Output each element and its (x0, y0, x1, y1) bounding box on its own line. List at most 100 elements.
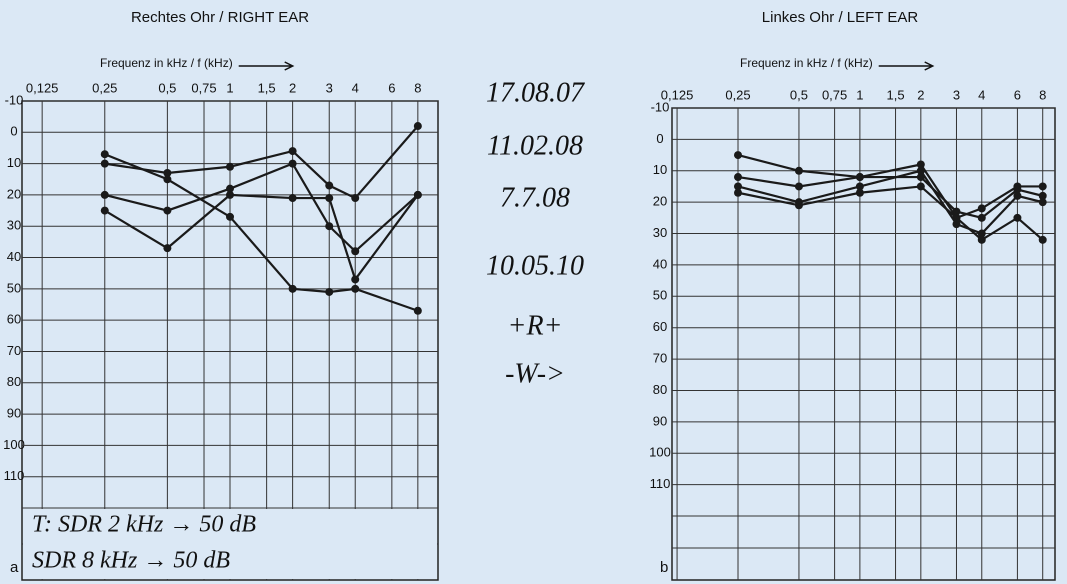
data-point (288, 159, 297, 168)
data-point (1013, 191, 1022, 200)
data-point (1038, 198, 1047, 207)
x-tick-label: 6 (388, 80, 395, 95)
data-point (163, 206, 172, 215)
data-point (163, 175, 172, 184)
y-tick-label: 20 (653, 194, 667, 209)
data-point (325, 181, 334, 190)
data-point (163, 244, 172, 253)
data-point (226, 162, 234, 171)
data-point (288, 147, 297, 156)
handwritten-date: +R+ (508, 310, 563, 341)
data-point (952, 220, 961, 229)
y-tick-label: -10 (5, 92, 24, 107)
data-point (1038, 182, 1047, 191)
y-tick-label: 40 (7, 249, 21, 264)
x-tick-label: 0,5 (158, 80, 176, 95)
chart-title: Linkes Ohr / LEFT EAR (762, 9, 919, 26)
data-point (351, 284, 360, 293)
y-tick-label: 110 (650, 476, 671, 491)
data-point (916, 160, 925, 169)
data-point (325, 287, 334, 296)
x-tick-label: 0,125 (661, 87, 694, 102)
series-line (737, 185, 1044, 242)
handwritten-note: T: SDR 2 kHz → 50 dB (32, 512, 256, 538)
panel-label: a (10, 559, 19, 576)
y-tick-label: -10 (651, 99, 670, 114)
data-point (351, 194, 360, 203)
handwritten-date: 7.7.08 (500, 182, 570, 213)
data-point (226, 184, 234, 193)
data-point (977, 235, 986, 244)
series-line (737, 154, 1043, 220)
y-tick-label: 10 (653, 162, 667, 177)
data-point (325, 194, 334, 203)
y-tick-label: 0 (10, 124, 17, 139)
x-tick-label: 0,75 (191, 80, 216, 95)
handwritten-date: 11.02.08 (487, 130, 583, 161)
series-line (737, 175, 1043, 220)
data-point (100, 190, 109, 199)
y-tick-label: 30 (7, 218, 21, 233)
data-point (100, 159, 109, 168)
y-tick-label: 60 (653, 319, 667, 334)
data-point (226, 190, 234, 199)
handwritten-date: 17.08.07 (486, 77, 585, 108)
data-point (855, 182, 864, 191)
x-tick-label: 1 (226, 80, 233, 95)
data-point (163, 169, 172, 178)
x-axis-label: Frequenz in kHz / f (kHz) (100, 56, 233, 70)
x-tick-label: 0,5 (790, 87, 808, 102)
data-point (413, 122, 422, 131)
data-point (226, 212, 234, 221)
handwritten-note: SDR 8 kHz → 50 dB (32, 548, 230, 574)
data-point (952, 213, 961, 222)
y-tick-label: 10 (7, 155, 21, 170)
data-point (413, 306, 422, 315)
axis-arrow (238, 61, 295, 71)
data-point (413, 190, 422, 199)
y-tick-label: 70 (7, 343, 21, 358)
data-point (794, 182, 803, 191)
axis-arrow (878, 61, 935, 71)
x-tick-label: 0,25 (725, 87, 750, 102)
y-tick-label: 40 (653, 256, 667, 271)
data-point (100, 206, 109, 215)
data-point (1013, 185, 1022, 194)
x-tick-label: 0,25 (92, 80, 117, 95)
data-point (855, 188, 864, 197)
y-tick-label: 0 (656, 131, 663, 146)
y-tick-label: 20 (7, 186, 21, 201)
panel-label: b (660, 559, 668, 576)
x-tick-label: 3 (953, 87, 960, 102)
x-tick-label: 4 (978, 87, 985, 102)
y-tick-label: 80 (653, 382, 667, 397)
data-point (952, 207, 961, 216)
data-point (794, 201, 803, 210)
x-tick-label: 1,5 (258, 80, 276, 95)
y-tick-label: 90 (7, 406, 21, 421)
x-tick-label: 6 (1014, 87, 1021, 102)
x-tick-label: 2 (289, 80, 296, 95)
data-point (977, 213, 986, 222)
x-tick-label: 8 (414, 80, 421, 95)
y-tick-label: 100 (649, 445, 671, 460)
y-tick-label: 30 (653, 225, 667, 240)
data-point (916, 166, 925, 175)
data-point (1013, 213, 1022, 222)
data-point (977, 229, 986, 238)
data-point (734, 182, 743, 191)
y-tick-label: 70 (653, 351, 667, 366)
x-tick-label: 4 (352, 80, 359, 95)
data-point (288, 284, 297, 293)
series-line (737, 169, 1043, 235)
data-point (1038, 235, 1047, 244)
y-tick-label: 50 (7, 280, 21, 295)
data-point (734, 173, 743, 182)
data-point (977, 204, 986, 213)
y-tick-label: 110 (4, 468, 25, 483)
box-mask (23, 509, 437, 579)
data-point (916, 182, 925, 191)
x-tick-label: 0,75 (822, 87, 847, 102)
